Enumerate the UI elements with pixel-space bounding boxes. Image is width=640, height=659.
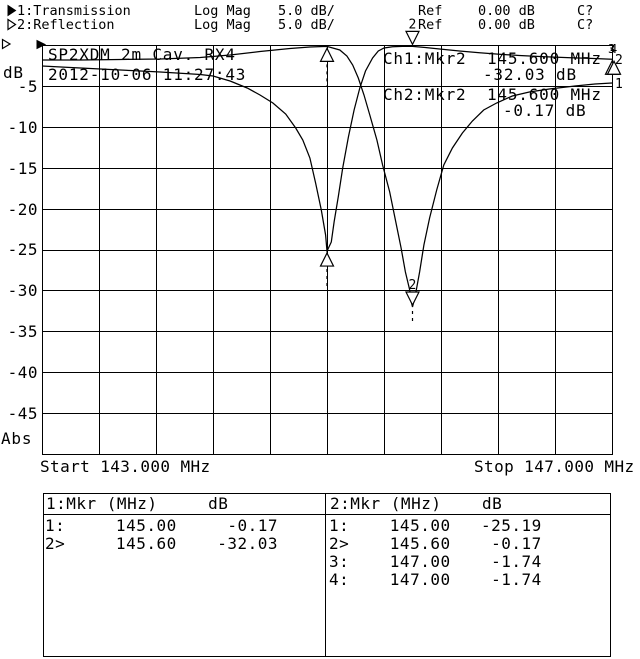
marker-table-divider (325, 493, 326, 656)
marker-table-2-row[interactable]: 3: 147.00 -1.74 (329, 552, 542, 571)
ref-level-icon-ch1 (36, 39, 47, 50)
y-axis-mode-label: Abs (1, 429, 33, 448)
channel-2-ref-label: Ref (418, 17, 443, 33)
y-tick--35: -35 (7, 322, 38, 341)
marker-table-1-row[interactable]: 2> 145.60 -32.03 (45, 534, 279, 553)
trace-timestamp: 2012-10-06 11:27:43 (48, 65, 247, 84)
marker-table-2-header: 2:Mkr (MHz) dB (330, 494, 503, 513)
marker-table-2-row[interactable]: 1: 145.00 -25.19 (329, 516, 542, 535)
marker-ch2-1 (319, 251, 335, 267)
ref-level-icon-ch2 (1, 38, 12, 50)
channel-2-ref-value: 0.00 dB (478, 17, 535, 33)
ch1-marker-readout-value: -32.03 dB (483, 65, 577, 84)
sweep-start-label: Start 143.000 MHz (40, 457, 211, 476)
y-tick--15: -15 (7, 159, 38, 178)
marker-ch1-1 (319, 47, 335, 62)
y-tick--10: -10 (7, 118, 38, 137)
channel-1-label[interactable]: 1:Transmission (17, 3, 131, 19)
y-tick--20: -20 (7, 200, 38, 219)
channel-1-cal-status: C? (577, 3, 594, 19)
channel-2-inactive-icon (7, 18, 17, 31)
channel-2-scale: 5.0 dB/ (278, 17, 335, 33)
ch1-marker-readout-label: Ch1:Mkr2 (383, 49, 467, 68)
marker-table-2-row[interactable]: 4: 147.00 -1.74 (329, 570, 542, 589)
marker-label-ch1-2: 2 (409, 278, 417, 293)
channel-1-ref-value: 0.00 dB (478, 3, 535, 19)
y-tick--45: -45 (7, 404, 38, 423)
marker-active-ch1-2 (405, 291, 420, 307)
marker-ch2-4 (606, 59, 622, 75)
channel-1-ref-label: Ref (418, 3, 443, 19)
trace-end-label-2: 2 (615, 53, 623, 68)
y-axis-unit-label: dB (3, 63, 24, 82)
marker-active-ch2-2 (405, 30, 420, 46)
marker-table-1-header: 1:Mkr (MHz) dB (46, 494, 229, 513)
channel-1-active-icon (7, 4, 17, 17)
y-tick--30: -30 (7, 281, 38, 300)
marker-table-header-rule (43, 514, 610, 515)
marker-table-box (43, 493, 611, 657)
channel-2-format: Log Mag (194, 17, 251, 33)
y-tick--25: -25 (7, 240, 38, 259)
marker-label-ch2-2: 2 (409, 17, 417, 32)
channel-1-format: Log Mag (194, 3, 251, 19)
marker-label-ch2-3: 3 (608, 42, 615, 56)
sweep-stop-label: Stop 147.000 MHz (474, 457, 635, 476)
ch2-marker-readout-value: -0.17 dB (503, 101, 587, 120)
marker-label-ch2-4: 4 (610, 42, 617, 56)
ch2-marker-readout-label: Ch2:Mkr2 (383, 85, 467, 104)
channel-2-label[interactable]: 2:Reflection (17, 17, 115, 33)
y-tick--5: -5 (17, 77, 38, 96)
channel-2-cal-status: C? (577, 17, 594, 33)
marker-table-1-row[interactable]: 1: 145.00 -0.17 (45, 516, 279, 535)
y-tick--40: -40 (7, 363, 38, 382)
trace-title: SP2XDM 2m Cav. RX4 (48, 45, 236, 64)
marker-table-2-row[interactable]: 2> 145.60 -0.17 (329, 534, 542, 553)
channel-1-scale: 5.0 dB/ (278, 3, 335, 19)
trace-end-label-1: 1 (615, 77, 623, 92)
marker-ch2-3 (604, 59, 620, 75)
